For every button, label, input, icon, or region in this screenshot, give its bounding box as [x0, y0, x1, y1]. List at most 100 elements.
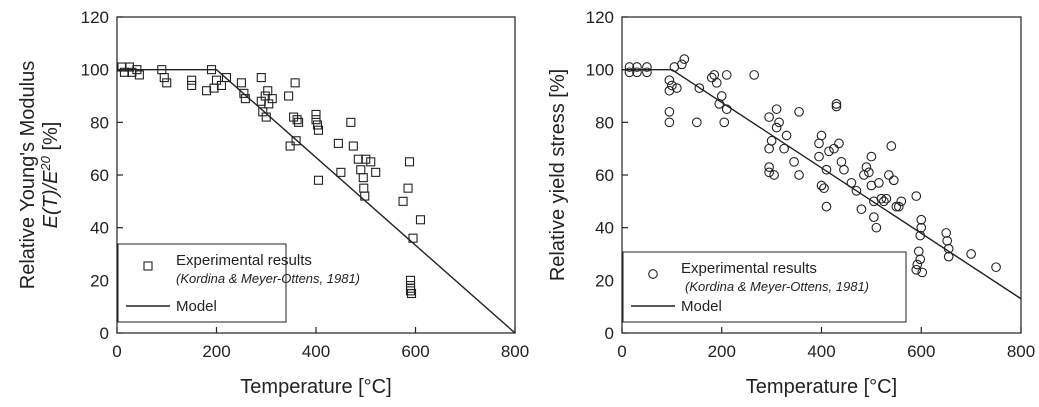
x-tick-label: 0	[617, 342, 626, 361]
data-point	[943, 251, 954, 262]
x-axis-label: Temperature [°C]	[240, 376, 391, 398]
data-point	[789, 156, 799, 167]
x-tick-label: 200	[708, 342, 736, 361]
data-point	[871, 222, 882, 233]
data-point	[781, 130, 792, 141]
data-point	[861, 162, 872, 172]
data-point	[239, 88, 249, 98]
data-point	[632, 67, 642, 78]
data-point	[187, 80, 197, 91]
y-axis-label: Relative yield stress [%]	[547, 69, 569, 281]
data-point	[405, 286, 416, 296]
data-point	[769, 170, 779, 180]
data-point	[941, 228, 952, 238]
y-tick-label: 120	[81, 8, 109, 27]
data-point	[816, 180, 827, 191]
data-point	[764, 112, 774, 122]
data-point	[263, 86, 273, 96]
data-point	[911, 191, 922, 201]
data-point	[911, 264, 922, 275]
data-point	[794, 170, 804, 180]
model-line	[117, 68, 516, 334]
legend-note: (Kordina & Meyer-Ottens, 1981)	[685, 279, 869, 294]
data-point	[816, 130, 827, 141]
data-point	[851, 185, 862, 196]
data-point	[159, 73, 169, 83]
experimental-series	[117, 62, 426, 299]
y-axis-label: Relative Young's Modulus	[17, 61, 39, 289]
data-point	[313, 175, 324, 185]
y-tick-label: 100	[81, 61, 109, 80]
data-point	[333, 138, 343, 148]
data-point	[134, 70, 144, 80]
y-tick-label: 80	[90, 113, 109, 132]
data-point	[883, 170, 894, 180]
data-point	[831, 99, 842, 109]
y-axis-label-formula: E(T)/E20 [%]	[38, 122, 63, 229]
y-axis-label-unit: [%]	[40, 122, 62, 156]
data-point	[664, 75, 675, 86]
legend-label-experimental: Experimental results	[681, 260, 817, 277]
data-point	[774, 117, 784, 128]
data-point	[404, 157, 415, 167]
data-point	[864, 167, 874, 178]
y-tick-label: 80	[595, 113, 614, 132]
legend-label-model: Model	[176, 298, 217, 315]
data-point	[821, 201, 832, 212]
data-point	[664, 106, 675, 117]
data-point	[942, 235, 953, 246]
data-point	[336, 167, 346, 177]
data-point	[893, 201, 904, 212]
data-point	[749, 70, 760, 80]
data-point	[821, 164, 832, 175]
data-point	[353, 154, 363, 164]
data-point	[408, 233, 418, 243]
x-tick-label: 600	[907, 342, 935, 361]
data-point	[216, 80, 227, 91]
data-point	[779, 143, 789, 154]
data-point	[360, 191, 370, 201]
data-point	[206, 65, 217, 75]
data-point	[291, 136, 301, 146]
y-tick-label: 20	[90, 271, 109, 290]
legend-marker-icon	[143, 261, 153, 271]
data-point	[836, 156, 847, 167]
data-point	[292, 115, 302, 125]
data-point	[403, 183, 413, 193]
data-point	[359, 183, 369, 193]
data-point	[348, 141, 358, 151]
data-point	[915, 230, 926, 241]
data-point	[311, 115, 321, 125]
x-tick-label: 0	[112, 342, 121, 361]
data-point	[676, 59, 687, 70]
data-point	[371, 167, 381, 177]
data-point	[261, 112, 271, 122]
x-axis-label: Temperature [°C]	[746, 376, 897, 398]
data-point	[814, 138, 824, 149]
data-point	[240, 94, 250, 104]
data-point	[398, 196, 408, 206]
y-tick-label: 0	[605, 324, 614, 343]
y-tick-label: 0	[100, 324, 109, 343]
data-point	[313, 125, 324, 135]
data-point	[405, 281, 416, 291]
data-point	[917, 267, 928, 278]
data-point	[290, 78, 300, 88]
data-point	[856, 204, 867, 215]
data-point	[721, 104, 732, 115]
y-tick-label: 60	[90, 166, 109, 185]
data-point	[834, 138, 844, 149]
legend: Experimental results (Kordina & Meyer-Ott…	[622, 251, 907, 323]
data-point	[209, 83, 219, 93]
data-point	[236, 78, 246, 88]
experimental-series	[624, 54, 1001, 278]
data-point	[664, 117, 675, 128]
y-tick-label: 20	[595, 271, 614, 290]
chart-panel-1: 0 200 400 600 800 0 20 40 60 80 100 120 Temperature …	[17, 8, 529, 398]
data-point	[896, 196, 907, 207]
data-point	[679, 54, 690, 64]
data-point	[819, 183, 829, 194]
data-point	[709, 70, 720, 80]
data-point	[771, 122, 782, 133]
data-point	[667, 80, 677, 91]
